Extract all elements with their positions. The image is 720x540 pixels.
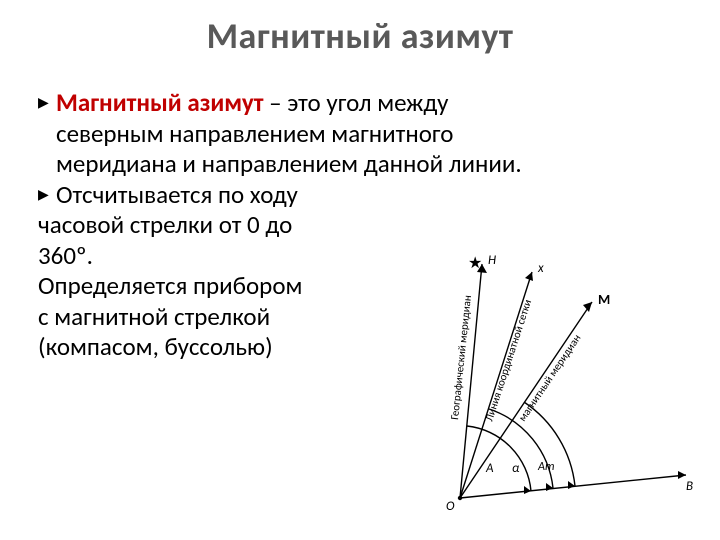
label-B: В bbox=[686, 479, 693, 494]
label-O: О bbox=[446, 499, 455, 514]
north-star-icon: ★ bbox=[468, 254, 482, 273]
label-magnetic: магнитный меридиан bbox=[516, 332, 584, 424]
bullet-marker: ▶ bbox=[38, 88, 56, 118]
arc-A bbox=[467, 426, 531, 491]
bullet-marker-2: ▶ bbox=[38, 180, 56, 210]
label-angle-Am: Аm bbox=[537, 460, 554, 474]
label-x: x bbox=[537, 261, 544, 276]
orientation-diagram: ★ H Географический меридиан Линия коорди… bbox=[420, 250, 700, 530]
def-line2: северным направлением магнитного bbox=[38, 119, 686, 150]
def-line3: меридиана и направлением данной линии. bbox=[38, 149, 686, 180]
line4: часовой стрелки от 0 до bbox=[38, 210, 686, 241]
label-angle-A: А bbox=[485, 461, 494, 476]
term: Магнитный азимут bbox=[56, 87, 264, 118]
bullet-2-text: Отсчитывается по ходу bbox=[56, 180, 686, 211]
arrow-mag bbox=[583, 302, 592, 312]
label-angle-alpha: α bbox=[512, 461, 520, 476]
bullet-1: ▶ Магнитный азимут – это угол между bbox=[38, 88, 686, 119]
label-geographic: Географический меридиан bbox=[448, 294, 474, 420]
label-M: М bbox=[598, 291, 610, 308]
def-part1: – это угол между bbox=[264, 87, 449, 118]
arrow-b bbox=[678, 471, 686, 479]
label-H: H bbox=[488, 253, 496, 268]
bullet-2: ▶ Отсчитывается по ходу bbox=[38, 180, 686, 211]
slide-title: Магнитный азимут bbox=[0, 14, 720, 58]
bullet-1-text: Магнитный азимут – это угол между bbox=[56, 88, 686, 119]
